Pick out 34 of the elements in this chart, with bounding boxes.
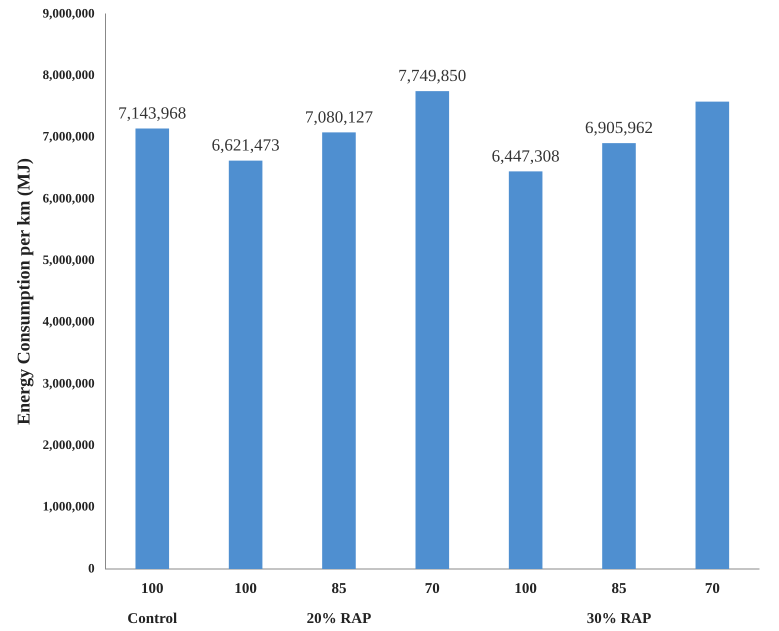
y-tick-label: 2,000,000	[42, 437, 95, 452]
x-tick-label: 70	[704, 580, 720, 597]
y-tick-label: 0	[88, 560, 95, 576]
x-tick-label: 85	[611, 580, 626, 597]
y-tick-label: 9,000,000	[42, 5, 95, 20]
y-tick-label: 7,000,000	[42, 128, 95, 144]
data-label: 6,621,473	[212, 136, 280, 155]
data-label: 7,749,850	[398, 66, 466, 86]
text: 20% RAP	[306, 610, 372, 627]
y-tick-label: 4,000,000	[42, 314, 95, 329]
y-tick-label: 3,000,000	[42, 375, 95, 390]
data-label: 7,143,968	[118, 103, 186, 122]
bar	[416, 91, 450, 569]
y-tick-label: 5,000,000	[42, 252, 95, 268]
data-label: 7,080,127	[304, 107, 374, 126]
y-tick-label: 1,000,000	[42, 498, 95, 514]
y-axis-title: Energy Consumption per km (MJ)	[13, 158, 34, 425]
bar	[135, 128, 170, 569]
y-tick-label: 8,000,000	[42, 67, 95, 82]
data-label: 6,447,308	[492, 146, 560, 166]
x-tick-label: 100	[514, 580, 537, 597]
data-label: 6,905,962	[584, 118, 653, 138]
bar	[322, 132, 356, 569]
x-tick-label: 100	[234, 580, 257, 597]
bar	[696, 102, 730, 569]
y-tick-label: 6,000,000	[42, 190, 95, 206]
bar	[508, 171, 542, 569]
bar	[602, 143, 636, 569]
x-tick-label: 85	[331, 580, 346, 597]
x-tick-label: 100	[141, 580, 164, 597]
text: 30% RAP	[586, 610, 652, 627]
text: Control	[127, 610, 178, 627]
x-tick-label: 70	[424, 580, 440, 597]
bar	[228, 160, 262, 569]
